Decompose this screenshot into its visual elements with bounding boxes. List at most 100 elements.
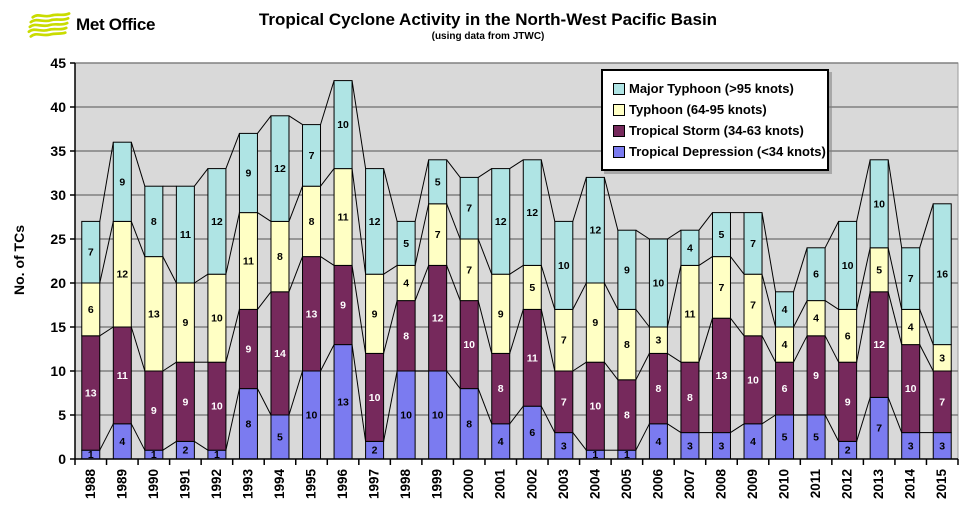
y-tick-label: 30	[50, 187, 66, 203]
bar-segment-label: 11	[684, 308, 695, 320]
legend-item-major-typhoon: Major Typhoon (>95 knots)	[613, 78, 819, 99]
bar-segment	[396, 220, 416, 266]
bar-segment-label: 4	[119, 436, 125, 448]
bar-segment-label: 12	[495, 216, 507, 228]
bar-segment-label: 10	[400, 410, 412, 422]
bar-segment	[491, 168, 511, 275]
bar-segment-label: 2	[845, 445, 851, 457]
bar-segment	[838, 220, 858, 310]
x-tick-label: 1995	[304, 469, 319, 500]
series-connector-line	[383, 168, 398, 222]
bar-segment-label: 2	[182, 445, 188, 457]
bar-segment-label: 9	[182, 317, 188, 329]
series-connector-line	[446, 370, 461, 389]
series-connector-line	[730, 423, 745, 434]
bar-segment-label: 4	[782, 304, 788, 316]
bar-segment	[270, 115, 290, 222]
legend-label-tropical-depression: Tropical Depression (<34 knots)	[629, 144, 826, 159]
x-tick-label: 2007	[682, 469, 697, 499]
bar-segment-label: 9	[372, 308, 378, 320]
series-connector-line	[351, 168, 367, 275]
series-connector-line	[509, 264, 524, 275]
series-connector-line	[257, 291, 272, 310]
bar-segment-label: 10	[306, 410, 318, 422]
series-connector-line	[635, 229, 650, 240]
y-tick-label: 15	[50, 319, 66, 335]
series-connector-line	[383, 370, 398, 442]
x-tick-label: 2001	[493, 469, 508, 500]
x-tick-label: 1999	[430, 469, 445, 499]
legend-label-major-typhoon: Major Typhoon (>95 knots)	[629, 81, 794, 96]
series-connector-line	[919, 344, 934, 372]
bar-segment-label: 7	[908, 273, 914, 285]
bar-segment-label: 1	[88, 449, 94, 461]
bar-segment-label: 12	[116, 269, 128, 281]
bar-segment-label: 9	[592, 317, 598, 329]
bar-segment-label: 5	[719, 229, 725, 241]
series-connector-line	[477, 168, 493, 178]
series-connector-line	[446, 265, 461, 301]
series-connector-line	[730, 256, 745, 275]
x-tick-label: 2005	[619, 469, 634, 500]
bar-segment-label: 5	[529, 282, 535, 294]
series-connector-line	[130, 221, 146, 257]
chart-legend: Major Typhoon (>95 knots) Typhoon (64-95…	[601, 69, 829, 171]
series-connector-line	[477, 238, 493, 275]
series-connector-line	[856, 291, 871, 363]
series-connector-line	[887, 397, 903, 433]
bar-segment-label: 7	[750, 238, 756, 250]
series-connector-line	[603, 282, 619, 310]
bar-segment-label: 1	[592, 449, 598, 461]
bar-segment-label: 7	[750, 300, 756, 312]
bar-segment-label: 12	[589, 225, 601, 237]
x-tick-label: 2008	[713, 469, 728, 500]
bar-segment-label: 5	[435, 176, 441, 188]
bar-segment-label: 6	[782, 383, 788, 395]
series-connector-line	[761, 335, 776, 363]
bar-segment-label: 4	[908, 322, 914, 334]
bar-segment-label: 4	[687, 242, 693, 254]
bar-segment-label: 8	[309, 216, 315, 228]
bar-segment-label: 7	[561, 335, 567, 347]
bar-segment-label: 10	[369, 392, 381, 404]
legend-swatch-tropical-depression	[613, 145, 625, 158]
series-connector-line	[320, 168, 335, 187]
bar-segment-label: 8	[624, 410, 630, 422]
bar-segment-label: 10	[842, 260, 854, 272]
x-tick-label: 1989	[114, 469, 129, 499]
legend-swatch-major-typhoon	[613, 82, 625, 95]
bar-segment-label: 2	[372, 445, 378, 457]
series-connector-line	[698, 318, 713, 363]
met-office-waves-icon	[27, 12, 71, 38]
bar-segment-label: 8	[687, 392, 693, 404]
series-connector-line	[288, 256, 303, 292]
y-tick-label: 35	[50, 143, 66, 159]
x-tick-label: 2006	[650, 469, 665, 500]
series-connector-line	[540, 159, 556, 222]
series-connector-line	[383, 300, 398, 354]
bar-segment-label: 9	[182, 396, 188, 408]
bar-segment-label: 10	[589, 401, 601, 413]
bar-segment-label: 10	[653, 278, 665, 290]
bar-segment-label: 10	[337, 119, 349, 131]
bar-segment	[680, 229, 700, 266]
bar-segment-label: 11	[337, 212, 348, 224]
bar-segment-label: 7	[561, 396, 567, 408]
series-connector-line	[477, 300, 493, 354]
bar-segment-label: 4	[655, 436, 661, 448]
bar-segment-label: 9	[340, 300, 346, 312]
x-tick-label: 2003	[556, 469, 571, 500]
bar-segment-label: 3	[719, 440, 725, 452]
x-tick-label: 1991	[177, 469, 192, 500]
series-connector-line	[919, 203, 934, 248]
bar-segment	[81, 220, 101, 284]
bar-segment-label: 4	[750, 436, 756, 448]
x-tick-label: 1996	[335, 469, 350, 500]
bar-segment-label: 5	[876, 264, 882, 276]
bar-segment-label: 10	[747, 374, 759, 386]
bar-segment	[775, 291, 795, 328]
bar-segment	[743, 212, 763, 275]
series-connector-line	[603, 177, 619, 231]
x-tick-label: 2000	[461, 469, 476, 499]
